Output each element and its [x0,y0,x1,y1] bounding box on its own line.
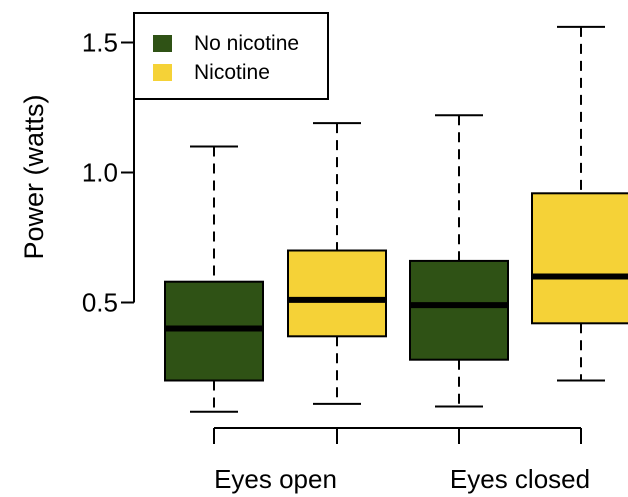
legend-label: No nicotine [194,32,299,55]
box-1 [164,145,264,413]
box-4 [531,25,628,382]
y-tick-label: 0.5 [82,288,118,318]
legend-swatch [153,35,172,52]
box-2 [287,122,387,405]
y-tick-label: 1.5 [82,28,118,58]
legend-label: Nicotine [194,61,270,84]
y-tick-label: 1.0 [82,158,118,188]
x-group-label: Eyes open [214,464,337,494]
box-iqr [409,259,509,361]
box-iqr [531,192,628,325]
legend-swatch [153,64,172,81]
x-group-label: Eyes closed [450,464,590,494]
box-iqr [287,249,387,338]
legend: No nicotine Nicotine [133,12,329,100]
box-3 [409,114,509,408]
y-axis-title: Power (watts) [19,94,49,259]
legend-box [133,12,329,100]
